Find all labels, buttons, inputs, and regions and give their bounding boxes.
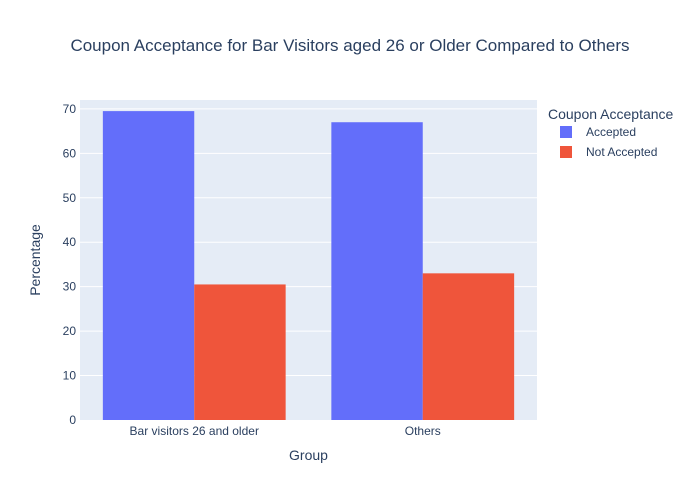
bars [102,111,515,420]
y-tick-label: 30 [63,280,77,294]
y-tick-label: 50 [63,191,77,205]
x-axis-ticks: Bar visitors 26 and older Others [130,424,441,438]
y-tick-label: 70 [63,102,77,116]
y-tick-label: 60 [63,146,77,160]
y-axis-title: Percentage [27,224,43,296]
legend-label[interactable]: Not Accepted [586,145,657,159]
legend-swatch[interactable] [560,146,572,158]
bar-not-accepted[interactable] [194,284,286,420]
legend-title: Coupon Acceptance [548,106,674,122]
y-axis-ticks: 0 10 20 30 40 50 60 70 [63,102,77,427]
bar-accepted[interactable] [102,111,195,420]
y-tick-label: 20 [63,324,77,338]
y-tick-label: 10 [63,369,77,383]
y-tick-label: 40 [63,235,77,249]
y-tick-label: 0 [69,413,76,427]
bar-not-accepted[interactable] [422,273,515,420]
legend-items: Accepted Not Accepted [560,125,657,159]
chart-title: Coupon Acceptance for Bar Visitors aged … [70,36,629,55]
x-tick-label: Others [405,424,441,438]
x-tick-label: Bar visitors 26 and older [130,424,259,438]
legend-swatch[interactable] [560,126,572,138]
legend-label[interactable]: Accepted [586,125,636,139]
bar-accepted[interactable] [331,122,423,420]
legend: Coupon Acceptance Accepted Not Accepted [548,106,674,159]
x-axis-title: Group [289,447,328,463]
